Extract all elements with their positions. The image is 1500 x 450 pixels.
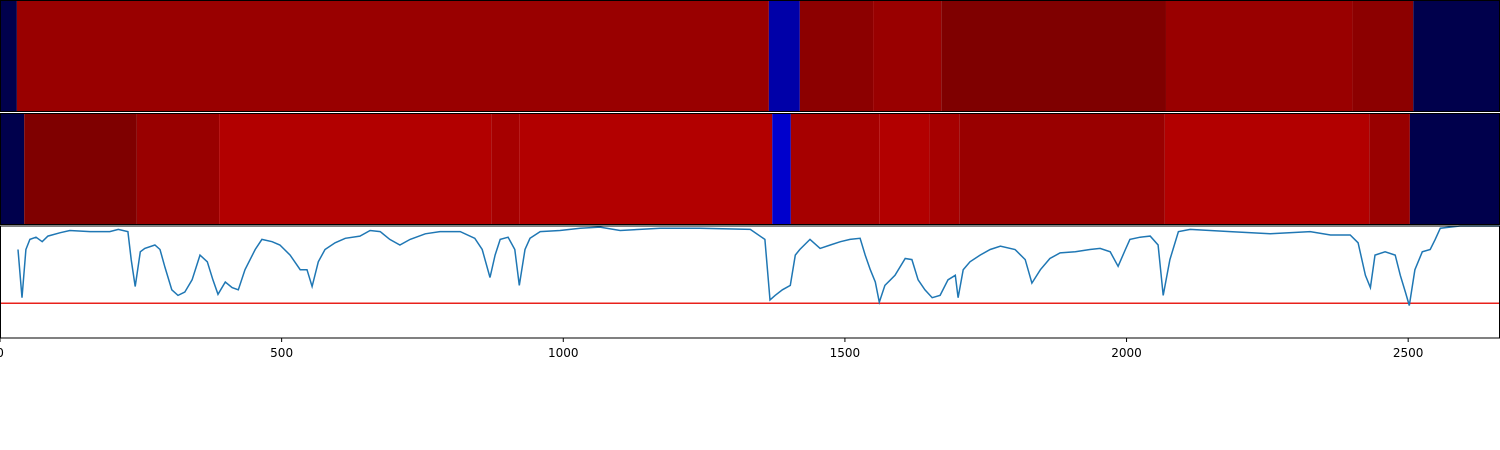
heat-segment — [0, 113, 25, 225]
heat-segment — [24, 113, 137, 225]
heat-segment — [772, 113, 791, 225]
heat-segment — [873, 0, 942, 112]
x-tick-label: 2000 — [1111, 346, 1142, 360]
heat-segment — [219, 113, 492, 225]
heat-segment — [1165, 0, 1353, 112]
heat-segment — [941, 0, 1166, 112]
heat-segment — [1164, 113, 1370, 225]
heat-segment — [1409, 113, 1500, 225]
heat-segment — [491, 113, 520, 225]
heat-segment — [959, 113, 1165, 225]
x-tick-label: 1500 — [830, 346, 861, 360]
heat-segment — [790, 113, 880, 225]
heat-segment — [1369, 113, 1410, 225]
heat-segment — [929, 113, 960, 225]
heat-segment — [1413, 0, 1500, 112]
x-tick-label: 2500 — [1393, 346, 1424, 360]
heat-segment — [136, 113, 220, 225]
heat-segment — [0, 0, 17, 112]
x-tick-label: 500 — [270, 346, 293, 360]
heat-segment — [768, 0, 800, 112]
heat-segment — [879, 113, 930, 225]
x-tick-label: 1000 — [548, 346, 579, 360]
heat-segment — [519, 113, 773, 225]
heat-segment — [799, 0, 874, 112]
signal-line — [17, 225, 1500, 306]
heat-segment — [16, 0, 769, 112]
heat-segment — [1352, 0, 1414, 112]
x-tick-label: 0 — [0, 346, 4, 360]
